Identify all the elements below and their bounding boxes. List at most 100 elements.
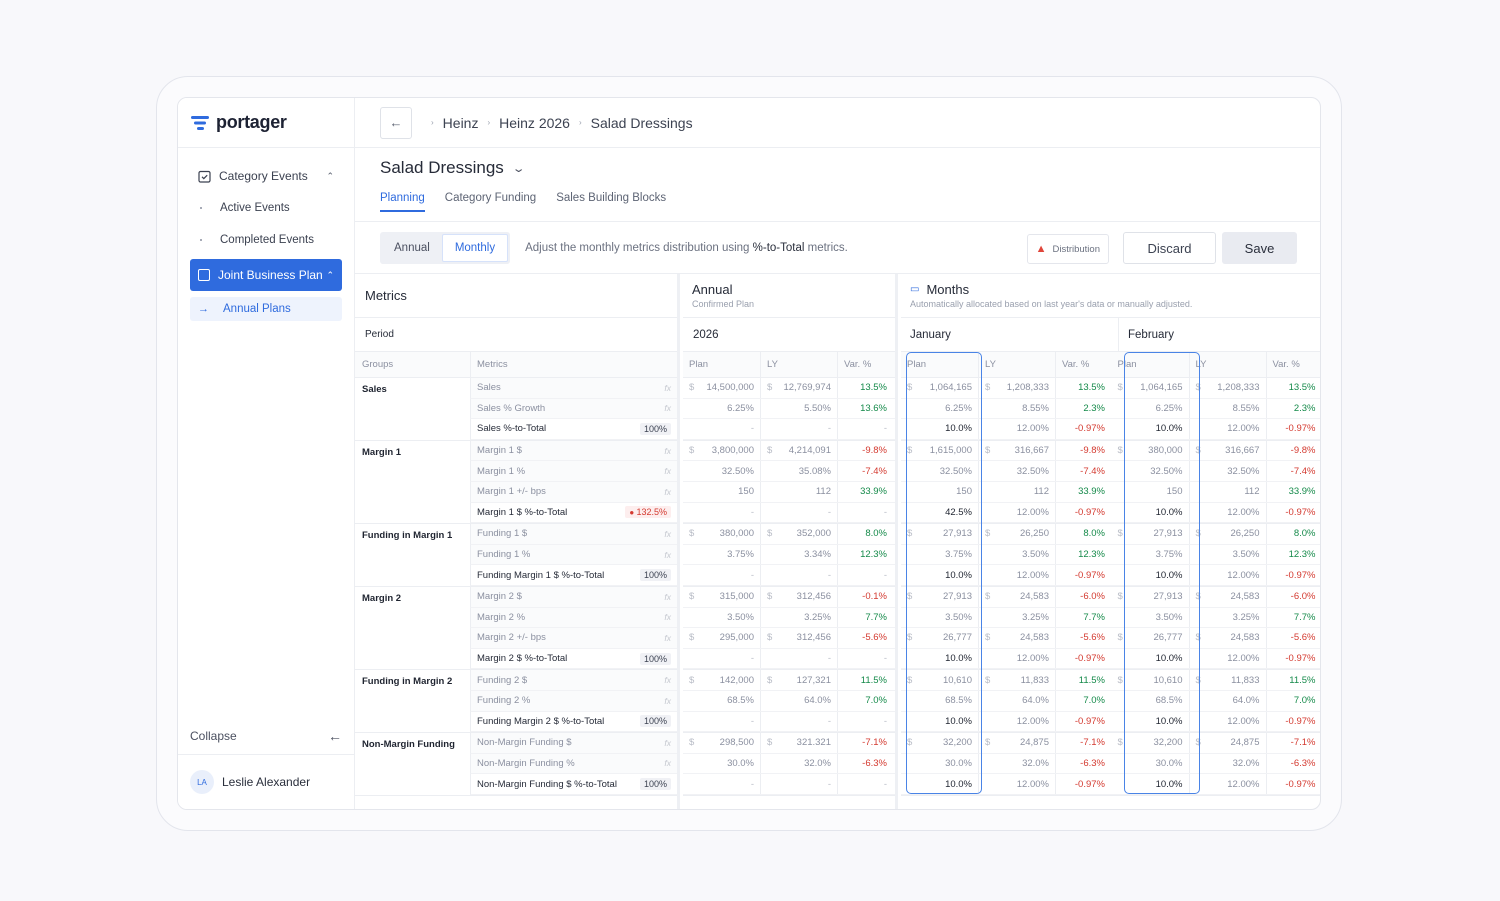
- cell-plan[interactable]: 150: [901, 482, 978, 502]
- cell-value: 10,610: [942, 674, 972, 686]
- cell-ly: $24,583: [978, 628, 1055, 648]
- cell-plan[interactable]: 10.0%: [901, 419, 978, 439]
- cell-plan[interactable]: $26,777: [1112, 628, 1189, 648]
- cell-var: 11.5%: [1055, 670, 1111, 690]
- formula-icon: fx: [664, 486, 671, 497]
- cell-value: 112: [1244, 486, 1260, 498]
- cell-plan[interactable]: $10,610: [1112, 670, 1189, 690]
- cell-plan[interactable]: $1,615,000: [901, 441, 978, 461]
- cell-plan[interactable]: 42.5%: [901, 502, 978, 523]
- cell-plan[interactable]: $27,913: [901, 587, 978, 607]
- tab-sales-building-blocks[interactable]: Sales Building Blocks: [556, 192, 667, 204]
- toggle-monthly[interactable]: Monthly: [441, 233, 509, 262]
- toggle-annual[interactable]: Annual: [394, 241, 430, 254]
- cell-plan[interactable]: $10,610: [901, 670, 978, 690]
- cell-plan[interactable]: 10.0%: [901, 565, 978, 585]
- sidebar-group-category-events[interactable]: Category Events ⌃: [190, 160, 342, 192]
- cell-plan[interactable]: $26,777: [901, 628, 978, 648]
- save-button[interactable]: Save: [1222, 232, 1297, 264]
- logo[interactable]: portager: [178, 98, 354, 148]
- back-button[interactable]: ←: [380, 106, 412, 139]
- cell-plan[interactable]: 3.50%: [1112, 608, 1189, 628]
- cell-plan[interactable]: $380,000: [1112, 441, 1189, 461]
- data-row: 32.50% 32.50% -7.4%: [901, 461, 1112, 482]
- cell-plan[interactable]: 150: [1112, 482, 1189, 502]
- sidebar-item-completed-events[interactable]: Completed Events: [190, 224, 342, 256]
- group-name: Non-Margin Funding: [362, 739, 455, 751]
- metrics-column: Metrics Period Groups Metrics Sales Sales…: [355, 274, 680, 809]
- breadcrumb-item[interactable]: Heinz: [442, 114, 479, 131]
- chevron-down-icon: ⌄: [511, 162, 526, 175]
- cell-value: 1,064,165: [1140, 382, 1183, 394]
- cell-plan[interactable]: 3.75%: [1112, 545, 1189, 565]
- group-block: $1,064,165 $1,208,333 13.5% 6.25% 8.55% 2.3% 1…: [901, 378, 1112, 441]
- cell-plan[interactable]: $27,913: [1112, 524, 1189, 544]
- metric-row: Non-Margin Funding Non-Margin Funding $ fx: [355, 733, 677, 754]
- cell-plan[interactable]: 68.5%: [901, 691, 978, 711]
- cell-plan[interactable]: 32.50%: [901, 461, 978, 481]
- cell-plan[interactable]: 10.0%: [1111, 502, 1189, 523]
- cell-value: 12.00%: [1227, 653, 1260, 665]
- sidebar-item-annual-plans[interactable]: → Annual Plans: [190, 297, 342, 321]
- cell-plan[interactable]: 10.0%: [1111, 565, 1189, 585]
- cell-ly: -: [760, 565, 837, 585]
- currency-symbol: $: [1195, 382, 1201, 394]
- calendar-icon: ▭: [910, 284, 920, 295]
- breadcrumb-item[interactable]: Heinz 2026: [499, 114, 570, 131]
- sidebar-group-joint-business-plan[interactable]: Joint Business Plan ⌃: [190, 259, 342, 291]
- cell-value: 11,833: [1020, 674, 1049, 686]
- cell-ly: 12.00%: [1188, 648, 1266, 669]
- col-groups: Groups: [362, 359, 394, 370]
- currency-symbol: $: [767, 737, 773, 749]
- tab-category-funding[interactable]: Category Funding: [444, 192, 537, 204]
- cell-plan[interactable]: 32.50%: [1112, 461, 1189, 481]
- cell-plan[interactable]: 10.0%: [901, 648, 978, 669]
- cell-plan[interactable]: 10.0%: [1111, 648, 1189, 669]
- collapse-button[interactable]: Collapse ←: [178, 717, 354, 755]
- currency-symbol: $: [907, 591, 913, 603]
- data-row: $298,500 $321.321 -7.1%: [683, 733, 895, 754]
- cell-plan[interactable]: 30.0%: [1112, 754, 1189, 774]
- distribution-warning-button[interactable]: ▲ Distribution: [1026, 234, 1109, 264]
- user-name: Leslie Alexander: [222, 775, 311, 789]
- page-title-dropdown[interactable]: Salad Dressings ⌄: [380, 158, 526, 178]
- cell-plan[interactable]: 68.5%: [1112, 691, 1189, 711]
- cell-plan[interactable]: 6.25%: [1112, 399, 1189, 419]
- cell-value: 6.25%: [945, 402, 972, 414]
- cell-plan[interactable]: $1,064,165: [1112, 378, 1189, 398]
- cell-plan[interactable]: $32,200: [1112, 733, 1189, 753]
- user-profile[interactable]: LA Leslie Alexander: [178, 755, 354, 809]
- cell-value: 8.55%: [1022, 402, 1049, 414]
- metric-row: Margin 2 Margin 2 $ fx: [355, 586, 677, 608]
- cell-plan[interactable]: $1,064,165: [901, 378, 978, 398]
- cell-ly: 3.50%: [1188, 544, 1266, 565]
- cell-plan[interactable]: 10.0%: [1111, 711, 1189, 732]
- discard-button[interactable]: Discard: [1123, 232, 1216, 264]
- cell-plan[interactable]: $27,913: [901, 524, 978, 544]
- data-row: $10,610 $11,833 11.5%: [901, 670, 1112, 691]
- sidebar-nav: Category Events ⌃ Active Events Complete…: [178, 148, 354, 321]
- cell-ly: $316,667: [1188, 440, 1266, 461]
- cell-plan[interactable]: 10.0%: [1111, 774, 1189, 794]
- data-row: 6.25% 8.55% 2.3%: [1111, 398, 1320, 420]
- data-row: $1,064,165 $1,208,333 13.5%: [1111, 378, 1320, 399]
- cell-plan[interactable]: 10.0%: [901, 774, 978, 794]
- cell-var: -6.0%: [1265, 586, 1321, 607]
- cell-plan[interactable]: 30.0%: [901, 754, 978, 774]
- cell-var: 33.9%: [837, 481, 893, 502]
- cell-plan[interactable]: $32,200: [901, 733, 978, 753]
- cell-plan[interactable]: 10.0%: [1111, 419, 1189, 439]
- tab-planning[interactable]: Planning: [380, 192, 425, 212]
- cell-plan[interactable]: 10.0%: [901, 711, 978, 732]
- cell-plan[interactable]: $27,913: [1112, 587, 1189, 607]
- sidebar-item-active-events[interactable]: Active Events: [190, 192, 342, 224]
- cell-value: 312,456: [796, 591, 831, 603]
- metric-name: Non-Margin Funding $ fx: [470, 733, 677, 754]
- cell-plan[interactable]: 6.25%: [901, 399, 978, 419]
- currency-symbol: $: [1195, 737, 1201, 749]
- cell-plan[interactable]: 3.50%: [901, 608, 978, 628]
- metric-name: Margin 2 +/- bps fx: [470, 628, 677, 649]
- cell-plan[interactable]: 3.75%: [901, 545, 978, 565]
- cell-ly: $312,456: [760, 628, 837, 648]
- metric-name: Margin 1 % fx: [470, 461, 677, 482]
